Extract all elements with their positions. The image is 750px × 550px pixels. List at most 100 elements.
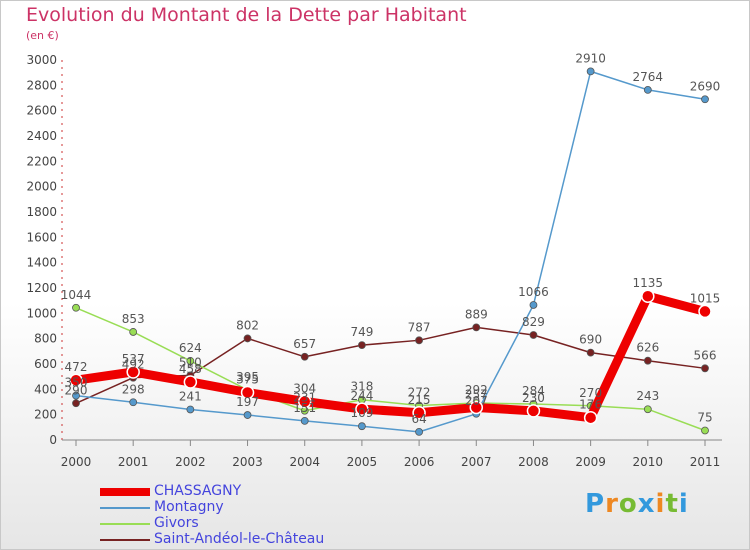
data-point-saint-and-ol-le-ch-teau [415, 336, 423, 345]
x-tick-label: 2003 [232, 455, 263, 469]
data-label-montagny: 298 [122, 382, 145, 396]
data-point-montagny [72, 391, 80, 400]
x-tick-label: 2007 [461, 455, 492, 469]
data-point-saint-and-ol-le-ch-teau [643, 356, 652, 365]
y-tick-label: 1200 [26, 281, 57, 295]
y-tick-label: 2400 [26, 129, 57, 143]
data-label-montagny: 151 [293, 401, 316, 415]
data-label-saint-and-ol-le-ch-teau: 566 [694, 348, 717, 362]
data-label-saint-and-ol-le-ch-teau: 889 [465, 307, 488, 321]
data-label-saint-and-ol-le-ch-teau: 749 [350, 325, 373, 339]
legend-item: CHASSAGNY [100, 483, 400, 500]
data-point-chassagny [469, 400, 484, 415]
data-label-givors: 243 [636, 389, 659, 403]
legend-label: Saint-Andéol-le-Château [154, 531, 325, 547]
data-label-chassagny: 458 [179, 362, 202, 376]
data-point-montagny [415, 427, 423, 436]
series-line-chassagny [71, 291, 710, 423]
data-point-montagny [529, 301, 538, 309]
data-label-chassagny: 230 [522, 391, 545, 405]
data-point-saint-and-ol-le-ch-teau [529, 331, 538, 339]
data-point-saint-and-ol-le-ch-teau [243, 334, 252, 343]
x-tick-label: 2009 [575, 455, 606, 469]
data-label-saint-and-ol-le-ch-teau: 690 [579, 333, 602, 347]
data-label-montagny: 241 [179, 389, 202, 403]
x-tick-label: 2011 [690, 455, 721, 469]
data-point-saint-and-ol-le-ch-teau [701, 364, 709, 373]
data-label-chassagny: 1015 [690, 291, 721, 305]
data-label-saint-and-ol-le-ch-teau: 290 [65, 383, 88, 397]
data-point-montagny [129, 398, 138, 407]
data-label-givors: 270 [579, 386, 602, 400]
data-label-montagny: 64 [411, 412, 426, 426]
data-label-chassagny: 257 [465, 387, 488, 401]
data-point-chassagny [183, 375, 198, 389]
legend-item: Givors [100, 515, 400, 532]
y-tick-label: 600 [34, 357, 57, 371]
data-label-givors: 318 [350, 380, 373, 394]
legend-swatch [100, 539, 150, 541]
chart-title: Evolution du Montant de la Dette par Hab… [26, 4, 467, 26]
x-tick-label: 2010 [633, 455, 664, 469]
data-label-saint-and-ol-le-ch-teau: 829 [522, 315, 545, 329]
data-point-chassagny [297, 394, 312, 409]
data-label-givors: 1044 [61, 288, 92, 302]
data-point-montagny [300, 416, 309, 425]
data-label-montagny: 1066 [518, 285, 549, 299]
data-point-montagny [243, 411, 252, 419]
data-point-chassagny [698, 304, 712, 319]
data-point-saint-and-ol-le-ch-teau [472, 323, 481, 332]
y-tick-label: 1800 [26, 205, 57, 219]
data-point-givors [643, 405, 652, 414]
data-label-givors: 292 [465, 383, 488, 397]
data-point-chassagny [126, 365, 140, 379]
data-label-montagny: 197 [236, 395, 259, 409]
legend-label: Givors [154, 515, 199, 531]
legend: CHASSAGNY Montagny Givors Saint-Andéol-le-C… [100, 483, 400, 548]
data-label-chassagny: 176 [579, 398, 602, 412]
data-point-montagny [358, 422, 366, 431]
data-point-givors [701, 426, 709, 435]
x-tick-label: 2006 [404, 455, 435, 469]
data-label-saint-and-ol-le-ch-teau: 626 [636, 341, 659, 355]
data-label-givors: 75 [697, 411, 712, 425]
y-tick-label: 0 [49, 433, 57, 447]
data-label-chassagny: 304 [293, 381, 316, 395]
data-point-montagny [701, 95, 709, 104]
y-tick-label: 400 [34, 382, 57, 396]
data-point-chassagny [641, 289, 655, 303]
data-label-montagny: 350 [65, 376, 88, 390]
data-label-saint-and-ol-le-ch-teau: 787 [408, 320, 431, 334]
data-label-givors: 284 [522, 384, 545, 398]
data-point-saint-and-ol-le-ch-teau [358, 341, 366, 350]
logo-letter: P [585, 489, 606, 519]
data-point-givors [129, 328, 138, 336]
data-point-saint-and-ol-le-ch-teau [586, 348, 595, 357]
data-label-saint-and-ol-le-ch-teau: 492 [122, 358, 145, 372]
data-label-chassagny: 375 [236, 373, 259, 387]
data-label-montagny: 109 [350, 406, 373, 420]
y-tick-label: 2200 [26, 154, 57, 168]
logo-letter: i [655, 489, 666, 519]
logo-letter: r [605, 489, 619, 519]
data-label-montagny: 2764 [633, 70, 664, 84]
legend-label: Montagny [154, 499, 224, 515]
data-point-saint-and-ol-le-ch-teau [300, 352, 309, 361]
x-tick-label: 2004 [289, 455, 320, 469]
data-label-saint-and-ol-le-ch-teau: 510 [179, 355, 202, 369]
data-label-chassagny: 244 [350, 389, 373, 403]
legend-item: Saint-Andéol-le-Château [100, 531, 400, 548]
y-tick-label: 800 [34, 332, 57, 346]
data-label-montagny: 207 [465, 394, 488, 408]
data-label-saint-and-ol-le-ch-teau: 802 [236, 318, 259, 332]
data-label-chassagny: 215 [408, 393, 431, 407]
data-label-givors: 624 [179, 341, 202, 355]
data-point-chassagny [355, 402, 369, 416]
y-tick-label: 1400 [26, 256, 57, 270]
data-label-givors: 853 [122, 312, 145, 326]
data-point-montagny [586, 67, 595, 76]
data-point-chassagny [526, 404, 541, 418]
data-point-chassagny [583, 410, 598, 425]
x-tick-label: 2008 [518, 455, 549, 469]
